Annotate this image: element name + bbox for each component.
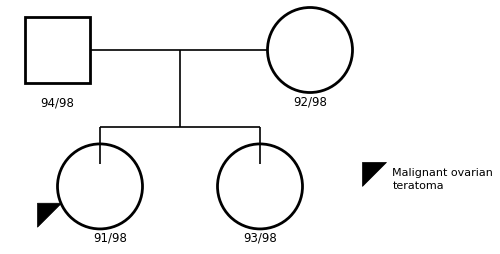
Polygon shape	[38, 203, 62, 227]
Bar	[25, 18, 90, 84]
Text: 91/98: 91/98	[93, 231, 127, 244]
Text: 93/98: 93/98	[243, 231, 277, 244]
Ellipse shape	[58, 144, 142, 229]
Text: 92/98: 92/98	[293, 95, 327, 108]
Ellipse shape	[218, 144, 302, 229]
Ellipse shape	[268, 8, 352, 93]
Text: Malignant ovarian
teratoma: Malignant ovarian teratoma	[392, 168, 494, 190]
Polygon shape	[362, 163, 386, 187]
Text: 94/98: 94/98	[40, 97, 74, 109]
